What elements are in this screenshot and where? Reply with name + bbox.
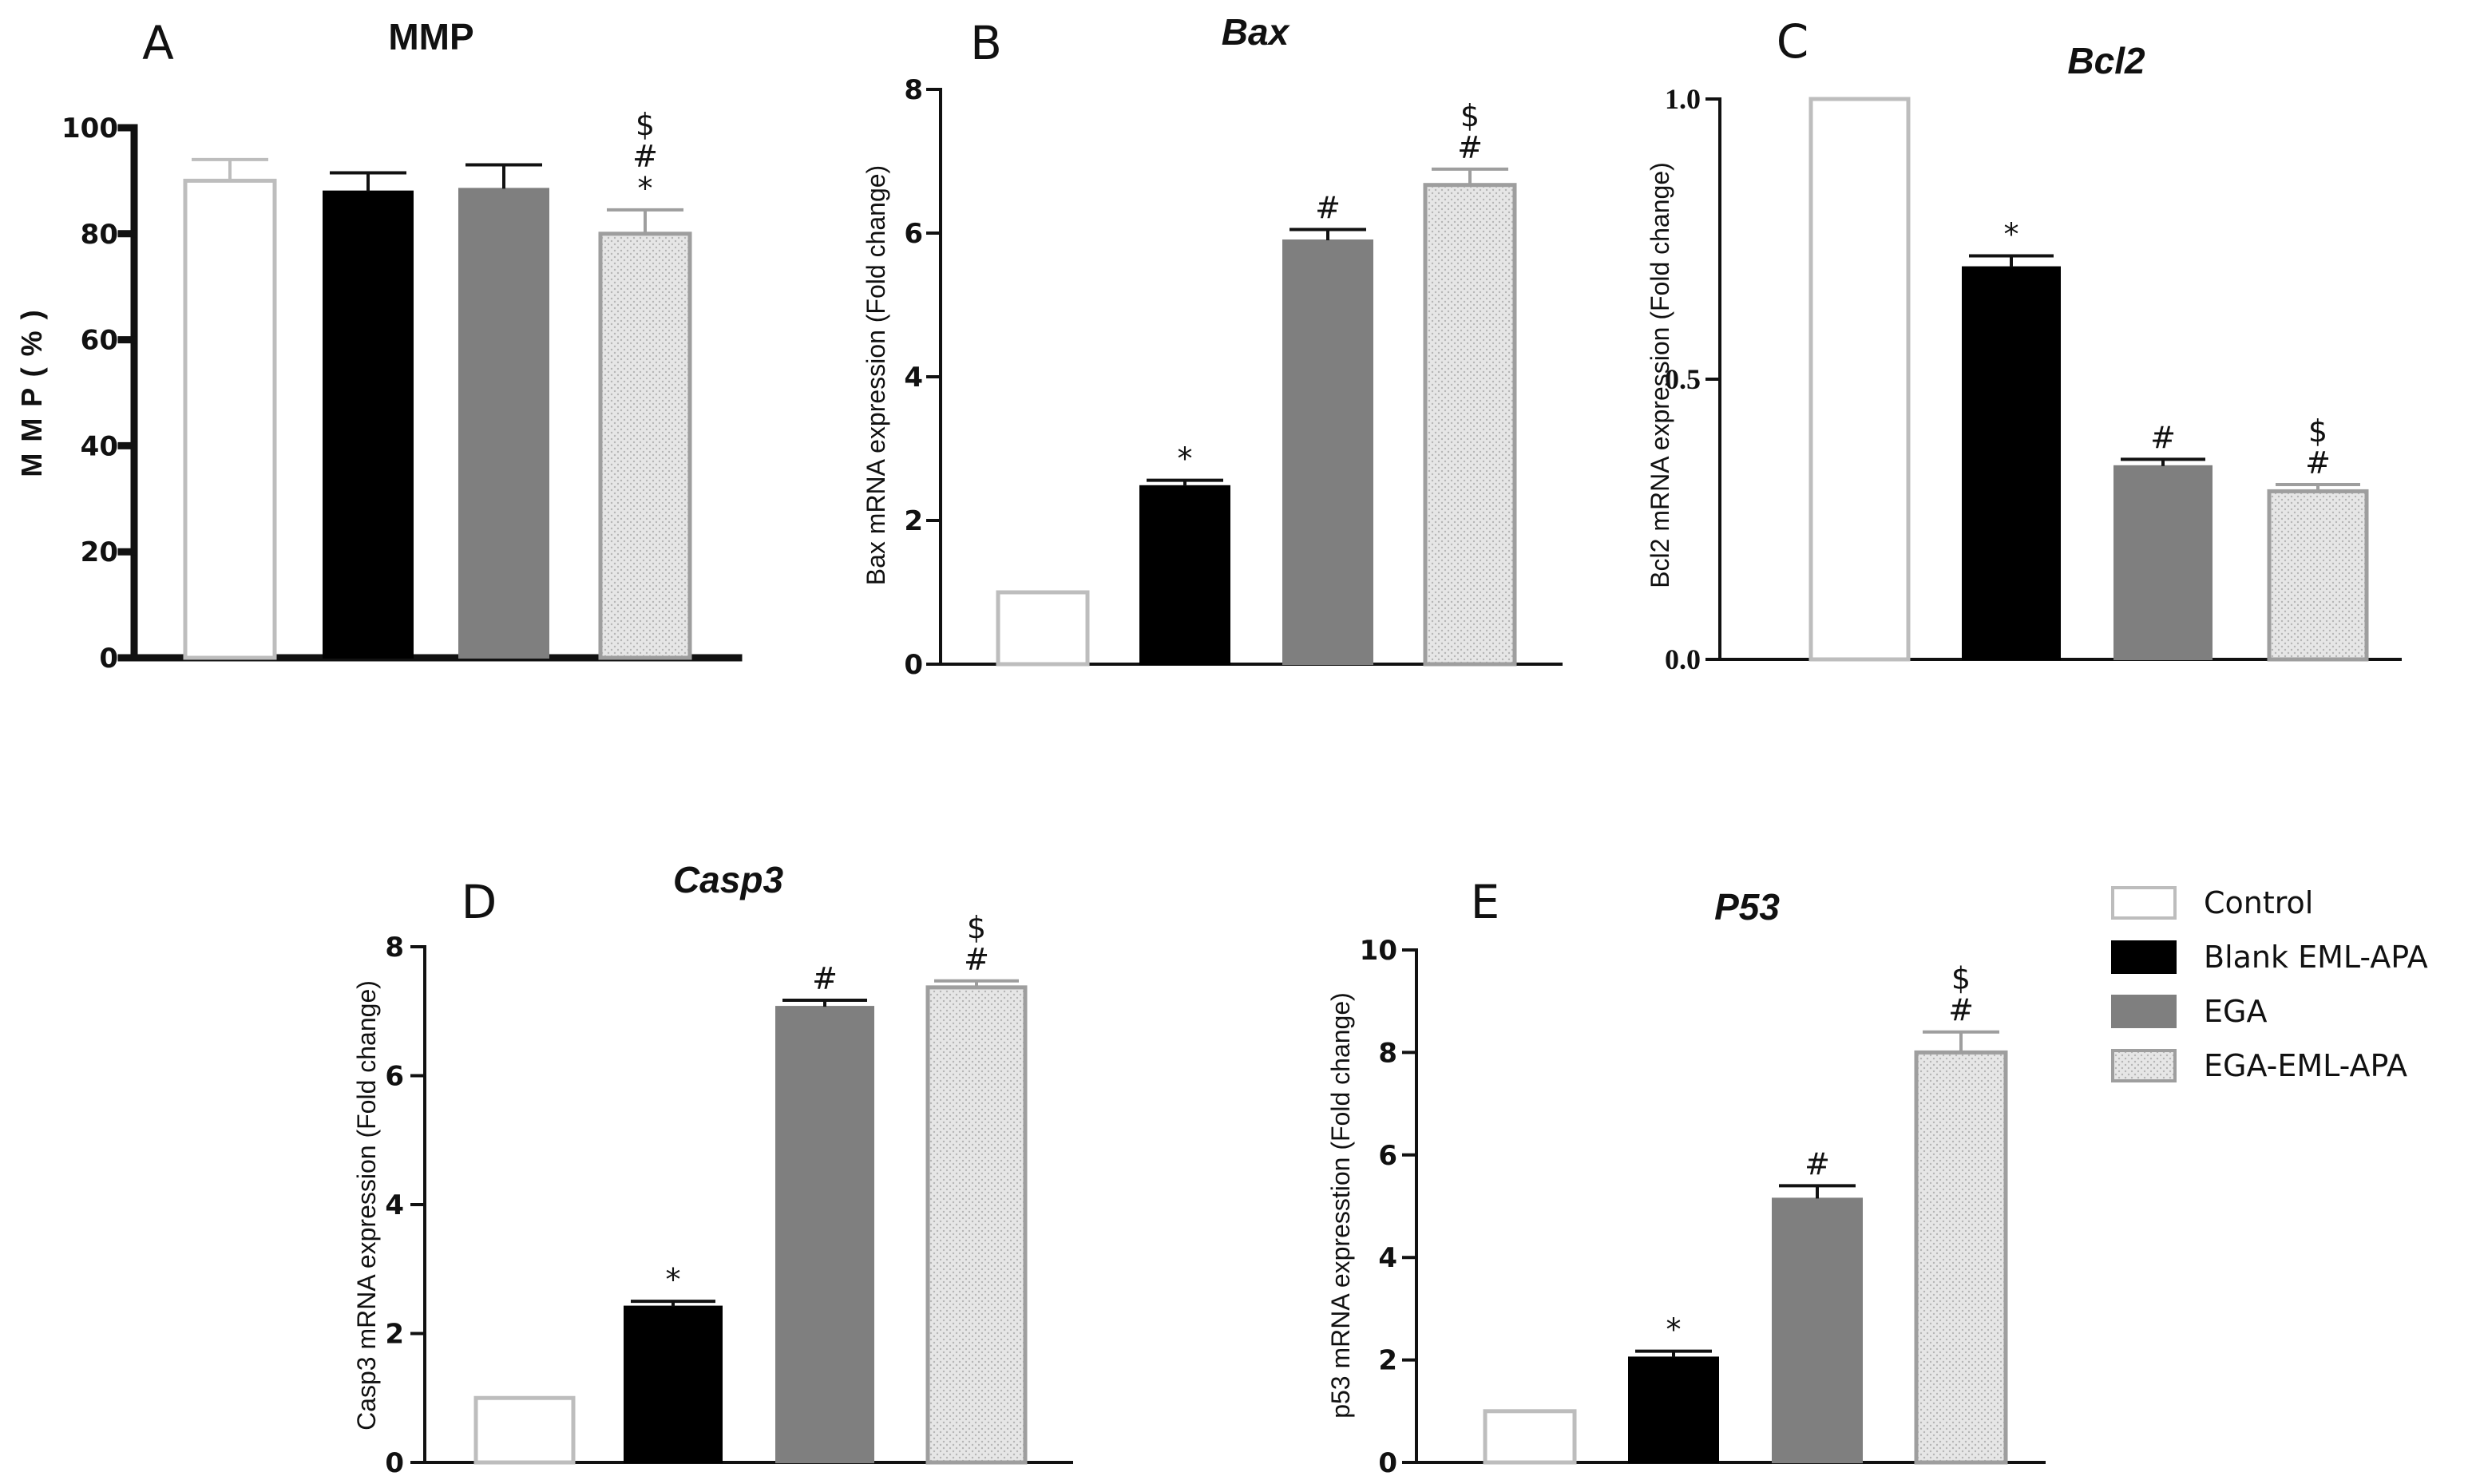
y-tick-label: 100: [61, 113, 118, 144]
bar-ega-eml-apa: [925, 985, 1028, 1465]
significance-mark: $: [1460, 98, 1480, 133]
chart-title: MMP: [388, 16, 473, 57]
panel-a: A MMP M M P ( % ) 0 20 40 60 80 100 $#*: [15, 16, 743, 675]
bar-ega: [1282, 239, 1373, 665]
y-tick-label: 1.0: [1665, 83, 1701, 115]
panel-letter: B: [970, 16, 1002, 70]
bar-ega: [1772, 1197, 1863, 1463]
bar-control: [1483, 1409, 1577, 1465]
significance-mark: #: [2150, 420, 2176, 455]
y-axis-label: Casp3 mRNA expression (Fold change): [352, 980, 381, 1431]
significance-mark: *: [638, 171, 653, 206]
panel-b: B Bax Bax mRNA expression (Fold change) 0 2 4…: [862, 11, 1563, 681]
y-tick-label: 80: [81, 219, 118, 251]
significance-mark: *: [1178, 441, 1193, 477]
y-tick-label: 6: [1378, 1140, 1397, 1172]
significance-mark: #: [964, 942, 989, 977]
significance-mark: $: [2308, 414, 2327, 449]
y-tick-label: 10: [1360, 935, 1397, 967]
legend-label: EGA-EML-APA: [2204, 1048, 2407, 1083]
significance-mark: *: [1666, 1312, 1682, 1347]
y-tick-label: 6: [385, 1061, 404, 1093]
panel-letter: C: [1777, 14, 1809, 69]
bar-blank-eml-apa: [624, 1305, 723, 1463]
y-tick-label: 0: [1378, 1447, 1397, 1479]
y-tick-label: 4: [1378, 1242, 1397, 1274]
y-tick-label: 8: [904, 74, 923, 106]
chart-title: Casp3: [673, 859, 783, 900]
bar-ega: [775, 1006, 874, 1464]
significance-mark: #: [1457, 130, 1483, 165]
y-tick-label: 2: [385, 1319, 404, 1351]
y-tick-label: 8: [385, 932, 404, 964]
y-tick-label: 4: [904, 362, 923, 394]
legend-label: Control: [2204, 885, 2313, 920]
panel-letter: E: [1471, 875, 1500, 929]
significance-mark: *: [666, 1262, 681, 1297]
y-tick-label: 0: [904, 649, 923, 681]
bar-ega-eml-apa: [1914, 1050, 2008, 1465]
y-tick-label: 0: [99, 643, 118, 675]
legend-swatch: [2111, 886, 2177, 920]
y-tick-label: 60: [81, 325, 118, 357]
y-tick-label: 2: [904, 505, 923, 537]
bar-control: [473, 1395, 576, 1465]
legend-swatch: [2111, 1049, 2177, 1082]
chart-title: P53: [1714, 886, 1780, 928]
legend-label: Blank EML-APA: [2204, 940, 2428, 975]
significance-mark: #: [1804, 1146, 1830, 1181]
significance-mark: *: [2004, 217, 2019, 252]
y-tick-label: 8: [1378, 1037, 1397, 1069]
bar-control: [183, 178, 277, 660]
y-axis-label: Bcl2 mRNA expression (Fold change): [1646, 162, 1674, 588]
y-tick-label: 6: [904, 218, 923, 250]
panel-letter: D: [462, 875, 497, 929]
y-tick-label: 0.0: [1665, 643, 1701, 675]
significance-mark: #: [812, 961, 838, 996]
y-tick-label: 0.5: [1665, 363, 1701, 395]
legend-label: EGA: [2204, 994, 2267, 1029]
legend-swatch: [2111, 995, 2177, 1028]
y-tick-label: 4: [385, 1189, 404, 1221]
bar-blank-eml-apa: [1628, 1356, 1719, 1464]
y-axis-label: p53 mRNA expresstion (Fold change): [1326, 992, 1355, 1419]
legend-swatch: [2111, 940, 2177, 974]
panel-d: D Casp3 Casp3 mRNA expression (Fold change…: [352, 859, 1073, 1479]
y-axis-label: Bax mRNA expression (Fold change): [862, 165, 890, 585]
y-axis-label: M M P ( % ): [15, 308, 48, 477]
bar-ega: [458, 188, 549, 659]
bar-ega: [2113, 465, 2213, 660]
panel-letter: A: [142, 16, 174, 70]
bar-control: [996, 590, 1090, 667]
y-tick-label: 20: [81, 536, 118, 568]
significance-mark: #: [1315, 191, 1341, 226]
y-tick-label: 0: [385, 1447, 404, 1479]
significance-mark: $: [967, 910, 986, 945]
significance-mark: $: [636, 107, 655, 142]
bar-control: [1808, 97, 1911, 662]
significance-mark: $: [1951, 961, 1971, 996]
chart-title: Bax: [1222, 11, 1291, 53]
bar-ega-eml-apa: [2267, 489, 2369, 662]
chart-title: Bcl2: [2067, 40, 2145, 81]
y-tick-label: 40: [81, 430, 118, 462]
y-tick-label: 2: [1378, 1345, 1397, 1377]
bar-ega-eml-apa: [1423, 183, 1517, 667]
bar-blank-eml-apa: [1962, 266, 2061, 660]
bar-blank-eml-apa: [1139, 485, 1230, 665]
bar-blank-eml-apa: [323, 190, 414, 659]
significance-mark: #: [1948, 993, 1974, 1028]
significance-mark: #: [632, 139, 658, 174]
panel-e: E P53 p53 mRNA expresstion (Fold change) 0 2…: [1326, 875, 2046, 1479]
significance-mark: #: [2305, 445, 2331, 481]
legend: Control Blank EML-APA EGA EGA-EML-APA: [2111, 885, 2428, 1083]
bar-ega-eml-apa: [598, 232, 692, 660]
